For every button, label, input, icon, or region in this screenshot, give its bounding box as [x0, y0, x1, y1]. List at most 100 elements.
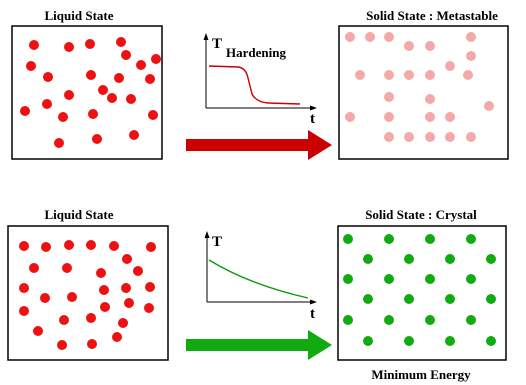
top-metastable-particles [345, 32, 494, 142]
metastable-particle [355, 70, 365, 80]
liquid-particle [20, 106, 30, 116]
metastable-particle [445, 61, 455, 71]
crystal-particle [343, 274, 353, 284]
metastable-particle [425, 132, 435, 142]
bottom-left-title: Liquid State [45, 207, 114, 222]
crystal-particle [404, 336, 414, 346]
metastable-particle [425, 94, 435, 104]
liquid-particle [129, 130, 139, 140]
liquid-particle [86, 313, 96, 323]
liquid-particle [116, 37, 126, 47]
bottom-graph-x-label: t [310, 306, 315, 322]
bottom-graph-y-arrowhead [204, 231, 210, 238]
liquid-particle [26, 61, 36, 71]
liquid-particle [67, 292, 77, 302]
liquid-particle [118, 318, 128, 328]
top-graph-y-label: T [212, 36, 222, 52]
top-graph-x-arrowhead [310, 105, 317, 111]
liquid-particle [54, 138, 64, 148]
crystal-particle [466, 315, 476, 325]
metastable-particle [466, 51, 476, 61]
liquid-particle [29, 40, 39, 50]
metastable-particle [484, 101, 494, 111]
bottom-caption: Minimum Energy [371, 367, 471, 382]
liquid-particle [29, 263, 39, 273]
metastable-particle [466, 32, 476, 42]
liquid-particle [126, 94, 136, 104]
metastable-particle [384, 112, 394, 122]
crystal-particle [486, 336, 496, 346]
crystal-particle [363, 254, 373, 264]
top-right-title: Solid State : Metastable [366, 8, 498, 23]
crystal-particle [384, 315, 394, 325]
crystal-particle [404, 294, 414, 304]
liquid-particle [96, 268, 106, 278]
liquid-particle [41, 242, 51, 252]
crystal-particle [425, 274, 435, 284]
liquid-particle [59, 315, 69, 325]
metastable-particle [466, 132, 476, 142]
bottom-transition-arrow [186, 330, 332, 360]
liquid-particle [64, 42, 74, 52]
crystal-particle [363, 294, 373, 304]
crystal-particle [466, 234, 476, 244]
liquid-particle [145, 74, 155, 84]
crystal-particle [343, 234, 353, 244]
top-metastable-box [338, 25, 509, 160]
top-liquid-particles [20, 37, 161, 148]
crystal-particle [343, 315, 353, 325]
liquid-particle [136, 60, 146, 70]
liquid-particle [19, 306, 29, 316]
metastable-particle [365, 32, 375, 42]
liquid-particle [87, 339, 97, 349]
liquid-particle [99, 285, 109, 295]
liquid-particle [146, 242, 156, 252]
bottom-cooling-curve [208, 259, 309, 299]
liquid-particle [58, 112, 68, 122]
liquid-particle [64, 240, 74, 250]
liquid-particle [133, 266, 143, 276]
metastable-particle [425, 112, 435, 122]
top-graph-y-arrowhead [203, 33, 209, 40]
liquid-particle [62, 263, 72, 273]
liquid-particle [64, 90, 74, 100]
crystal-particle [445, 254, 455, 264]
crystal-particle [384, 274, 394, 284]
liquid-particle [122, 254, 132, 264]
liquid-particle [42, 99, 52, 109]
crystal-particle [425, 234, 435, 244]
liquid-particle [145, 282, 155, 292]
liquid-particle [151, 54, 161, 64]
liquid-particle [107, 93, 117, 103]
metastable-particle [345, 112, 355, 122]
liquid-particle [114, 73, 124, 83]
metastable-particle [463, 70, 473, 80]
top-cooling-curve [208, 65, 301, 105]
bottom-graph-y-label: T [212, 234, 222, 250]
metastable-particle [404, 70, 414, 80]
crystal-particle [486, 294, 496, 304]
bottom-right-title: Solid State : Crystal [365, 207, 477, 222]
liquid-particle [109, 241, 119, 251]
top-graph-annotation: Hardening [226, 45, 286, 60]
top-transition-arrow [186, 130, 332, 160]
top-left-title: Liquid State [45, 8, 114, 23]
bottom-cooling-graph: T t [204, 231, 317, 322]
metastable-particle [445, 132, 455, 142]
liquid-particle [144, 303, 154, 313]
liquid-particle [124, 298, 134, 308]
liquid-particle [148, 110, 158, 120]
liquid-particle [121, 50, 131, 60]
crystal-particle [425, 315, 435, 325]
crystal-particle [404, 254, 414, 264]
liquid-particle [98, 85, 108, 95]
crystal-particle [384, 234, 394, 244]
liquid-particle [85, 39, 95, 49]
liquid-particle [100, 302, 110, 312]
metastable-particle [345, 32, 355, 42]
crystal-particle [445, 294, 455, 304]
liquid-particle [19, 241, 29, 251]
liquid-particle [88, 109, 98, 119]
liquid-particle [86, 70, 96, 80]
